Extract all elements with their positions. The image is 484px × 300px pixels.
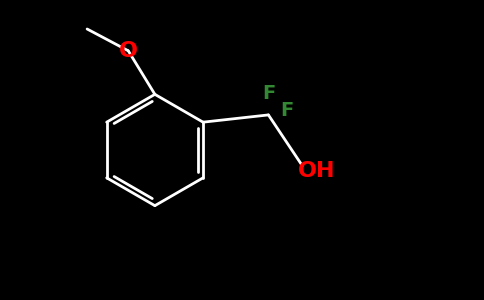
Text: F: F bbox=[262, 84, 275, 103]
Text: F: F bbox=[280, 100, 293, 120]
Text: O: O bbox=[119, 41, 138, 61]
Text: OH: OH bbox=[298, 160, 335, 181]
